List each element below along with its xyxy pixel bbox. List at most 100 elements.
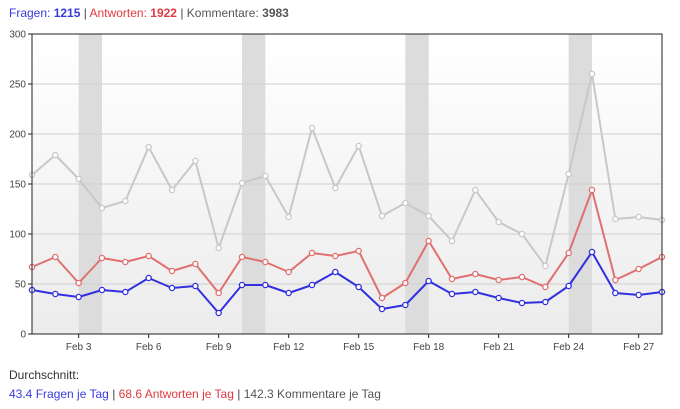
- antworten-data-point: [332, 252, 339, 260]
- fragen-data-point: [518, 299, 526, 307]
- totals-summary: Fragen: 1215 | Antworten: 1922 | Komment…: [9, 6, 289, 20]
- fragen-data-point: [122, 288, 129, 296]
- antworten-data-point: [518, 273, 526, 281]
- kommentare-data-point: [98, 204, 106, 212]
- fragen-data-point: [285, 289, 292, 297]
- antworten-data-point: [168, 267, 176, 275]
- separator: |: [180, 6, 184, 20]
- antworten-data-point: [495, 276, 502, 284]
- x-tick-label: Feb 18: [413, 342, 445, 353]
- antworten-data-point: [425, 237, 432, 245]
- antworten-data-point: [98, 254, 106, 262]
- y-tick-label: 150: [9, 180, 26, 191]
- fragen-data-point: [145, 274, 152, 282]
- fragen-series-line: [31, 251, 663, 314]
- antworten-series-line: [31, 189, 663, 299]
- antworten-data-point: [378, 294, 386, 302]
- antworten-data-point: [355, 247, 362, 255]
- kommentare-data-point: [518, 230, 526, 238]
- fragen-data-point: [355, 283, 362, 291]
- kommentare-data-point: [192, 157, 199, 165]
- antworten-data-point: [215, 289, 222, 297]
- average-title: Durchschnitt:: [9, 368, 80, 382]
- kommentare-label: Kommentare:: [186, 6, 259, 20]
- antworten-data-point: [612, 276, 619, 284]
- y-tick-label: 200: [9, 130, 26, 141]
- x-tick-label: Feb 12: [273, 342, 305, 353]
- kommentare-data-point: [122, 197, 129, 205]
- fragen-label: Fragen:: [9, 6, 51, 20]
- kommentare-data-point: [565, 170, 572, 178]
- kommentare-data-point: [215, 244, 222, 252]
- fragen-data-point: [238, 281, 246, 289]
- antworten-data-point: [285, 268, 292, 276]
- x-tick-label: Feb 6: [136, 342, 162, 353]
- average-fragen: 43.4 Fragen je Tag: [9, 387, 109, 401]
- fragen-data-point: [332, 268, 339, 276]
- antworten-data-point: [262, 258, 269, 266]
- kommentare-data-point: [612, 215, 619, 223]
- x-tick-label: Feb 9: [206, 342, 232, 353]
- kommentare-data-point: [448, 237, 456, 245]
- y-tick-label: 0: [20, 330, 26, 341]
- kommentare-data-point: [588, 70, 596, 78]
- fragen-data-point: [168, 284, 176, 292]
- activity-line-chart: 0 50 100 150 200 250 300 Feb 3 Feb 6 Feb 9 Feb 12 F…: [9, 30, 666, 353]
- fragen-data-point: [262, 281, 269, 289]
- fragen-data-point: [495, 294, 502, 302]
- antworten-data-point: [122, 258, 129, 266]
- antworten-data-point: [402, 279, 409, 287]
- y-tick-label: 300: [9, 30, 26, 41]
- x-tick-label: Feb 27: [623, 342, 655, 353]
- average-antworten: 68.6 Antworten je Tag: [118, 387, 234, 401]
- antworten-data-point: [75, 279, 82, 287]
- separator: |: [112, 387, 116, 401]
- kommentare-data-point: [332, 184, 339, 192]
- kommentare-total: 3983: [262, 6, 289, 20]
- y-tick-label: 50: [15, 280, 27, 291]
- antworten-data-point: [238, 253, 246, 261]
- x-tick-label: Feb 24: [553, 342, 585, 353]
- kommentare-data-point: [635, 213, 642, 221]
- x-tick-label: Feb 3: [66, 342, 92, 353]
- kommentare-data-point: [75, 175, 82, 183]
- kommentare-data-point: [542, 262, 549, 270]
- fragen-data-point: [98, 286, 106, 294]
- kommentare-data-point: [308, 124, 316, 132]
- fragen-data-point: [52, 290, 59, 298]
- antworten-label: Antworten:: [89, 6, 147, 20]
- antworten-data-point: [472, 270, 479, 278]
- fragen-data-point: [588, 248, 596, 256]
- kommentare-data-point: [495, 218, 502, 226]
- antworten-data-point: [635, 265, 642, 273]
- fragen-data-point: [448, 290, 456, 298]
- fragen-data-point: [542, 298, 549, 306]
- kommentare-data-point: [262, 172, 269, 180]
- kommentare-data-point: [378, 212, 386, 220]
- fragen-data-point: [308, 281, 316, 289]
- fragen-data-point: [192, 282, 199, 290]
- kommentare-data-point: [425, 212, 432, 220]
- antworten-data-point: [588, 186, 596, 194]
- fragen-data-point: [472, 288, 479, 296]
- average-kommentare: 142.3 Kommentare je Tag: [243, 387, 381, 401]
- separator: |: [83, 6, 87, 20]
- fragen-data-point: [612, 289, 619, 297]
- kommentare-data-point: [285, 213, 292, 221]
- kommentare-data-point: [402, 199, 409, 207]
- kommentare-data-point: [52, 151, 59, 159]
- fragen-data-point: [75, 293, 82, 301]
- antworten-data-point: [448, 275, 456, 283]
- kommentare-data-point: [472, 186, 479, 194]
- y-tick-label: 250: [9, 80, 26, 91]
- antworten-data-point: [145, 252, 152, 260]
- fragen-total: 1215: [53, 6, 81, 20]
- kommentare-series-line: [31, 73, 663, 267]
- fragen-data-point: [635, 291, 642, 299]
- antworten-data-point: [565, 249, 572, 257]
- average-summary: 43.4 Fragen je Tag | 68.6 Antworten je T…: [9, 387, 381, 401]
- fragen-data-point: [425, 277, 432, 285]
- y-tick-label: 100: [9, 230, 26, 241]
- kommentare-data-point: [168, 186, 176, 194]
- antworten-data-point: [308, 249, 316, 257]
